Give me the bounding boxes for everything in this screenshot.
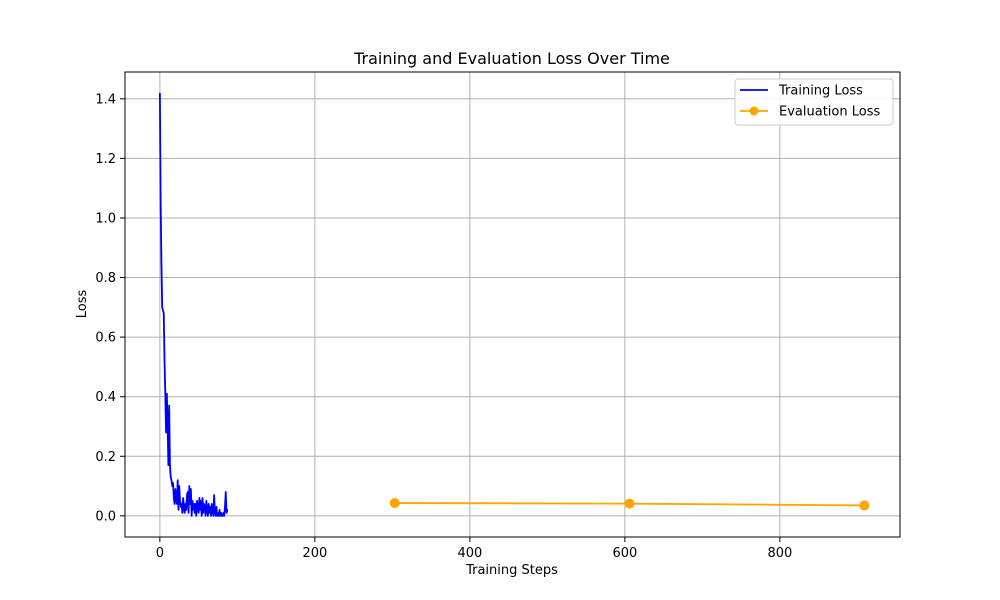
- x-tick-label: 800: [767, 546, 792, 561]
- legend-label-training-loss: Training Loss: [778, 84, 863, 99]
- chart-title: Training and Evaluation Loss Over Time: [353, 49, 670, 68]
- legend-label-evaluation-loss: Evaluation Loss: [779, 105, 880, 120]
- series-layer: [158, 92, 870, 517]
- x-tick-label: 600: [612, 546, 637, 561]
- evaluation-loss-point: [389, 498, 400, 509]
- y-axis-title: Loss: [75, 290, 90, 319]
- legend: Training Loss Evaluation Loss: [734, 78, 894, 126]
- y-tick-label: 1.2: [95, 152, 116, 167]
- legend-marker-evaluation-loss: [749, 106, 759, 116]
- y-tick-label: 1.4: [95, 92, 116, 107]
- plot-frame: [124, 71, 901, 538]
- x-tick-label: 400: [457, 546, 482, 561]
- y-tick-label: 1.0: [95, 211, 116, 226]
- y-tick-label: 0.2: [95, 450, 116, 465]
- x-tick-label: 200: [302, 546, 327, 561]
- legend-box: [734, 78, 894, 126]
- x-tick-label: 0: [156, 546, 164, 561]
- evaluation-loss-point: [624, 498, 635, 509]
- grid-lines: [125, 72, 900, 537]
- x-axis-title: Training Steps: [465, 563, 558, 578]
- series-line-training-loss: [158, 92, 229, 517]
- axes-frame: [124, 71, 901, 538]
- tick-marks: 0 200 400 600 800 0.0 0.2 0.4 0.6 0.8 1.0 1.2 1.4: [95, 92, 792, 561]
- y-tick-label: 0.4: [95, 390, 116, 405]
- evaluation-loss-point: [859, 500, 870, 511]
- y-tick-label: 0.0: [95, 509, 116, 524]
- y-tick-label: 0.8: [95, 271, 116, 286]
- y-tick-label: 0.6: [95, 331, 116, 346]
